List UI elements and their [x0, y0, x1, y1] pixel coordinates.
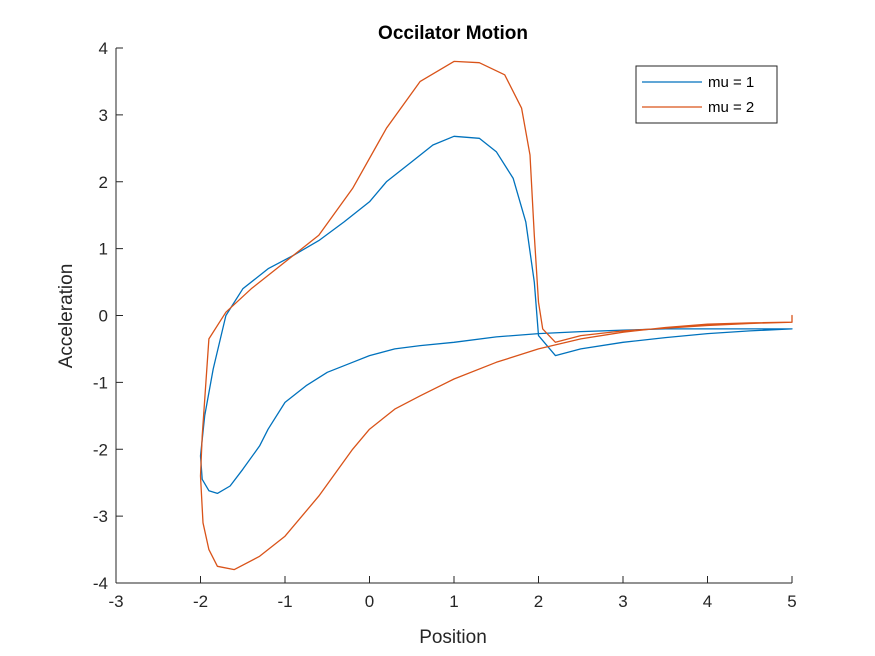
x-tick-label: -2	[193, 592, 208, 611]
legend-label-2: mu = 2	[708, 99, 754, 116]
legend: mu = 1 mu = 2	[635, 65, 778, 124]
legend-box	[635, 65, 778, 124]
y-tick-label: 0	[99, 307, 108, 326]
x-tick-label: 5	[787, 592, 796, 611]
y-tick-label: 3	[99, 106, 108, 125]
x-tick-label: 1	[449, 592, 458, 611]
y-tick-label: 1	[99, 240, 108, 259]
legend-label-1: mu = 1	[708, 74, 754, 91]
y-axis-label: Acceleration	[56, 264, 77, 369]
y-tick-label: -3	[93, 507, 108, 526]
series-line-1	[199, 135, 793, 495]
y-tick-label: -1	[93, 373, 108, 392]
series-line-2	[199, 60, 793, 571]
x-tick-label: 3	[618, 592, 627, 611]
y-tick-label: 4	[99, 39, 108, 58]
x-axis-label: Position	[419, 627, 487, 648]
x-tick-label: -1	[277, 592, 292, 611]
y-tick-label: 2	[99, 173, 108, 192]
x-tick-label: 2	[534, 592, 543, 611]
chart-title: Occilator Motion	[378, 23, 528, 44]
y-tick-label: -2	[93, 440, 108, 459]
y-tick-label: -4	[93, 574, 108, 593]
x-tick-label: -3	[108, 592, 123, 611]
x-tick-label: 4	[703, 592, 712, 611]
x-tick-label: 0	[365, 592, 374, 611]
